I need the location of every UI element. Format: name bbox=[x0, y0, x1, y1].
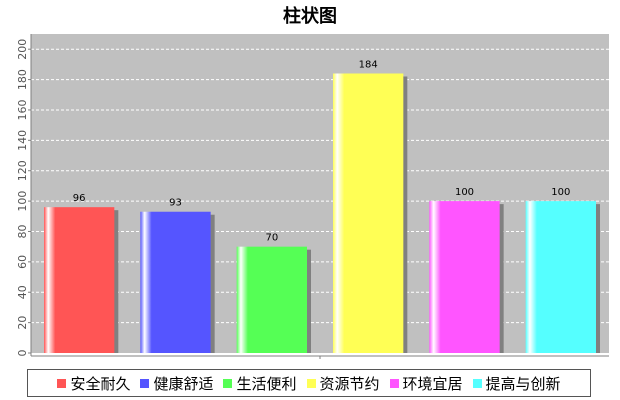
legend-label: 安全耐久 bbox=[70, 374, 131, 393]
y-tick-label: 0 bbox=[16, 350, 29, 357]
legend-item: 提高与创新 bbox=[472, 373, 561, 394]
legend-item: 环境宜居 bbox=[389, 373, 463, 394]
bar-资源节约 bbox=[333, 73, 404, 353]
y-tick-label: 80 bbox=[16, 224, 29, 238]
y-tick-label: 140 bbox=[16, 130, 29, 151]
y-tick-label: 40 bbox=[16, 285, 29, 299]
bar-健康舒适 bbox=[140, 211, 211, 353]
y-tick-label: 160 bbox=[16, 99, 29, 120]
legend-item: 生活便利 bbox=[223, 373, 297, 394]
plot-area bbox=[31, 34, 609, 353]
bar-生活便利 bbox=[236, 246, 307, 353]
y-tick-label: 20 bbox=[16, 316, 29, 330]
y-tick-label: 60 bbox=[16, 255, 29, 269]
legend-item: 资源节约 bbox=[306, 373, 380, 394]
legend-label: 生活便利 bbox=[236, 374, 297, 393]
legend: 安全耐久 健康舒适 生活便利 资源节约 环境宜居 提高与创新 bbox=[27, 369, 591, 397]
legend-swatch bbox=[472, 378, 482, 388]
legend-swatch bbox=[306, 378, 316, 388]
y-tick-label: 200 bbox=[16, 39, 29, 60]
data-label: 100 bbox=[455, 187, 474, 198]
data-label: 70 bbox=[265, 233, 278, 244]
legend-label: 提高与创新 bbox=[485, 374, 561, 393]
legend-label: 健康舒适 bbox=[153, 374, 214, 393]
legend-swatch bbox=[140, 378, 150, 388]
legend-label: 资源节约 bbox=[319, 374, 380, 393]
bar-环境宜居 bbox=[429, 201, 500, 353]
legend-item: 健康舒适 bbox=[140, 373, 213, 394]
data-label: 100 bbox=[551, 187, 570, 198]
chart-title: 柱状图 bbox=[283, 6, 337, 27]
data-label: 93 bbox=[169, 198, 182, 209]
legend-item: 安全耐久 bbox=[57, 373, 130, 394]
legend-swatch bbox=[223, 378, 233, 388]
y-tick-label: 100 bbox=[16, 191, 29, 212]
bar-安全耐久 bbox=[44, 207, 115, 353]
legend-swatch bbox=[57, 378, 67, 388]
bar-提高与创新 bbox=[525, 201, 596, 353]
y-tick-label: 180 bbox=[16, 69, 29, 90]
legend-label: 环境宜居 bbox=[402, 374, 463, 393]
y-tick-label: 120 bbox=[16, 160, 29, 181]
legend-swatch bbox=[389, 378, 399, 388]
data-label: 96 bbox=[73, 193, 86, 204]
bar-chart: 0 20 40 60 80 100 120 140 160 180 200 96 93 70 184 100 1… bbox=[16, 34, 609, 359]
data-label: 184 bbox=[359, 59, 378, 70]
